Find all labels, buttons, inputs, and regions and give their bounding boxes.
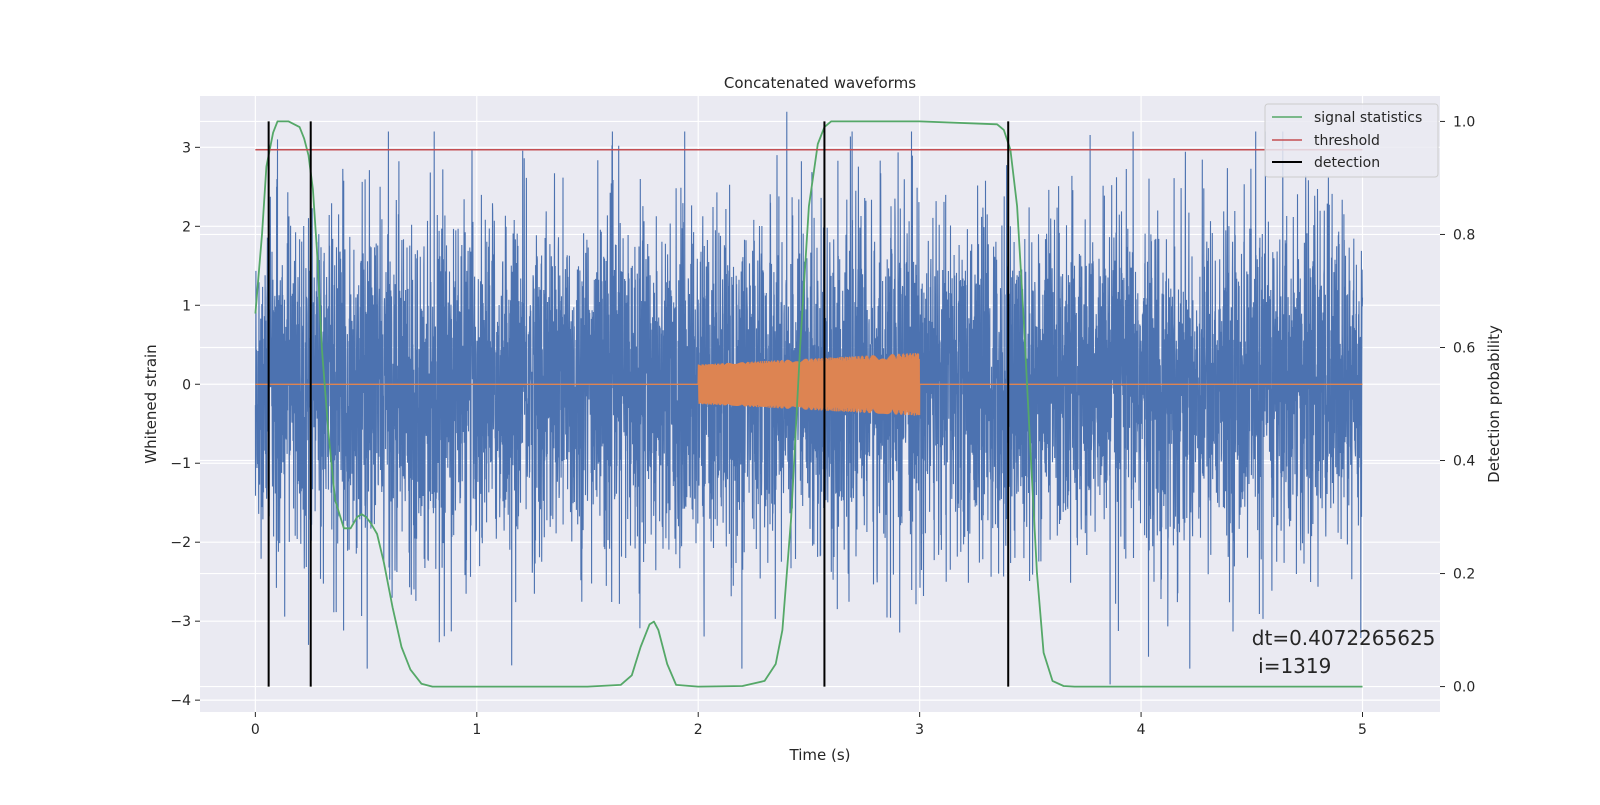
- annotation-line: dt=0.4072265625: [1252, 626, 1436, 650]
- x-tick-label: 5: [1358, 722, 1367, 738]
- y-tick-label: −4: [170, 693, 191, 709]
- x-tick-label: 1: [472, 722, 481, 738]
- x-tick-label: 3: [915, 722, 924, 738]
- y-tick-label: 0: [182, 377, 191, 393]
- y2-tick-label: 0.2: [1453, 567, 1475, 583]
- y2-tick-label: 0.6: [1453, 340, 1475, 356]
- legend-label-signal-statistics: signal statistics: [1314, 110, 1422, 126]
- y-tick-label: −1: [170, 456, 191, 472]
- legend-label-threshold: threshold: [1314, 133, 1380, 149]
- legend-label-detection: detection: [1314, 155, 1380, 171]
- y2-tick-label: 0.0: [1453, 680, 1475, 696]
- annotation-line: i=1319: [1252, 654, 1332, 678]
- legend-box: [1264, 103, 1439, 178]
- x-axis-label: Time (s): [789, 746, 851, 764]
- x-tick-label: 2: [694, 722, 703, 738]
- chart-title: Concatenated waveforms: [724, 74, 916, 92]
- ticks-group: 0 1 2 3 4 5 −4 −3 −2 −1 0 1 2 3 0.0 0.2 0.4 0.6 0.8 1.0: [170, 114, 1475, 738]
- y2-tick-label: 1.0: [1453, 114, 1475, 130]
- y2-axis-label: Detection probability: [1485, 325, 1503, 483]
- detections-group: [267, 121, 1010, 687]
- y-axis-label: Whitened strain: [142, 344, 160, 463]
- y-tick-label: −3: [170, 614, 191, 630]
- y-tick-label: 1: [182, 298, 191, 314]
- template-series-line: [255, 352, 1363, 416]
- y-tick-label: 2: [182, 219, 191, 235]
- legend: signal statistics threshold detection: [1264, 103, 1439, 178]
- y2-tick-label: 0.8: [1453, 227, 1475, 243]
- y-tick-label: −2: [170, 535, 191, 551]
- y-tick-label: 3: [182, 140, 191, 156]
- signal-statistics-group: [254, 120, 1363, 688]
- x-tick-label: 0: [251, 722, 260, 738]
- y2-tick-label: 0.4: [1453, 454, 1475, 470]
- x-tick-label: 4: [1137, 722, 1146, 738]
- annotation-text: dt=0.4072265625 i=1319: [1252, 626, 1436, 678]
- template-series-group: [255, 352, 1363, 416]
- signal-statistics-line: [254, 120, 1363, 688]
